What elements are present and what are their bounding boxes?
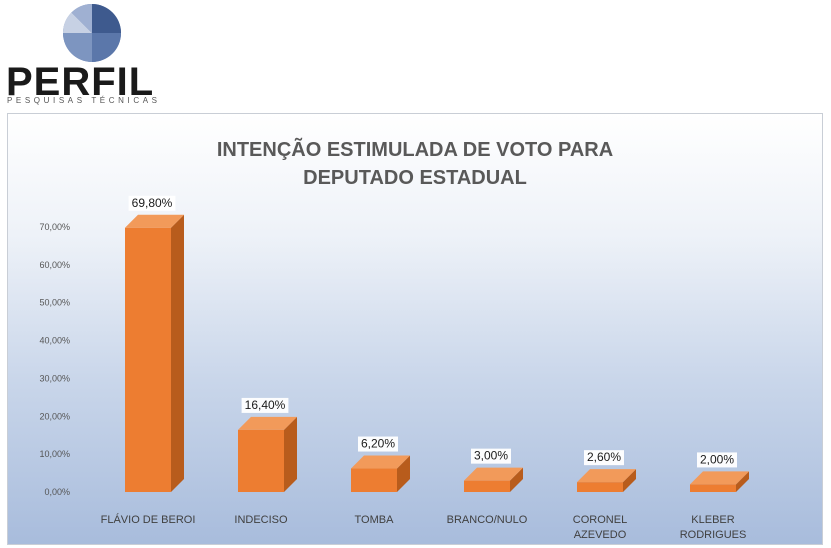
category-label: CORONEL bbox=[573, 514, 627, 526]
y-tick-label: 40,00% bbox=[39, 336, 70, 346]
bar bbox=[690, 484, 736, 492]
y-tick-label: 60,00% bbox=[39, 260, 70, 270]
bar bbox=[238, 429, 284, 492]
data-label-bg bbox=[697, 452, 737, 468]
data-label: 69,80% bbox=[132, 196, 173, 210]
bar bbox=[464, 480, 510, 492]
category-label: TOMBA bbox=[355, 514, 395, 526]
bar bbox=[351, 468, 397, 492]
bar-top bbox=[125, 214, 184, 228]
y-tick-label: 0,00% bbox=[44, 487, 70, 497]
chart-title-line-2: DEPUTADO ESTADUAL bbox=[303, 167, 527, 189]
data-label-bg bbox=[584, 450, 624, 466]
bar-side bbox=[510, 467, 523, 492]
category-label: BRANCO/NULO bbox=[447, 514, 528, 526]
bar-side bbox=[397, 455, 410, 492]
bar-side bbox=[171, 214, 184, 492]
bar-side bbox=[284, 416, 297, 492]
data-label-bg bbox=[128, 195, 176, 211]
y-tick-label: 50,00% bbox=[39, 298, 70, 308]
data-label-bg bbox=[241, 397, 289, 413]
bar-top bbox=[577, 469, 636, 483]
data-label-bg bbox=[471, 448, 511, 464]
bar-top bbox=[238, 416, 297, 430]
bar-side bbox=[736, 471, 749, 492]
bar bbox=[577, 482, 623, 492]
y-tick-label: 20,00% bbox=[39, 411, 70, 421]
data-label: 3,00% bbox=[474, 449, 508, 463]
brand-logo: PERFIL PESQUISAS TÉCNICAS bbox=[6, 2, 171, 106]
category-label: FLÁVIO DE BEROI bbox=[101, 513, 196, 526]
bar-side bbox=[623, 469, 636, 492]
pie-logo-icon bbox=[63, 4, 121, 62]
y-tick-label: 70,00% bbox=[39, 222, 70, 232]
data-label: 2,60% bbox=[587, 450, 621, 464]
brand-name: PERFIL bbox=[6, 60, 155, 104]
category-label: AZEVEDO bbox=[574, 529, 627, 541]
bar-top bbox=[690, 471, 749, 485]
data-label: 6,20% bbox=[361, 437, 395, 451]
chart-title: INTENÇÃO ESTIMULADA DE VOTO PARA DEPUTAD… bbox=[8, 136, 822, 192]
category-label: INDECISO bbox=[234, 514, 288, 526]
chart-area: INTENÇÃO ESTIMULADA DE VOTO PARA DEPUTAD… bbox=[7, 113, 823, 545]
category-label: KLEBER bbox=[691, 514, 734, 526]
data-label: 2,00% bbox=[700, 452, 734, 466]
data-label-bg bbox=[358, 436, 398, 452]
bar-top bbox=[351, 455, 410, 469]
y-tick-label: 10,00% bbox=[39, 449, 70, 459]
bar bbox=[125, 227, 171, 492]
category-label: RODRIGUES bbox=[680, 529, 747, 541]
data-label: 16,40% bbox=[245, 398, 286, 412]
brand-tagline: PESQUISAS TÉCNICAS bbox=[7, 96, 161, 105]
bar-top bbox=[464, 467, 523, 481]
chart-title-line-1: INTENÇÃO ESTIMULADA DE VOTO PARA bbox=[216, 139, 614, 161]
bar-chart: 0,00% 10,00% 20,00% 30,00% 40,00% 50,00% 60,00… bbox=[39, 195, 749, 541]
y-tick-label: 30,00% bbox=[39, 373, 70, 383]
